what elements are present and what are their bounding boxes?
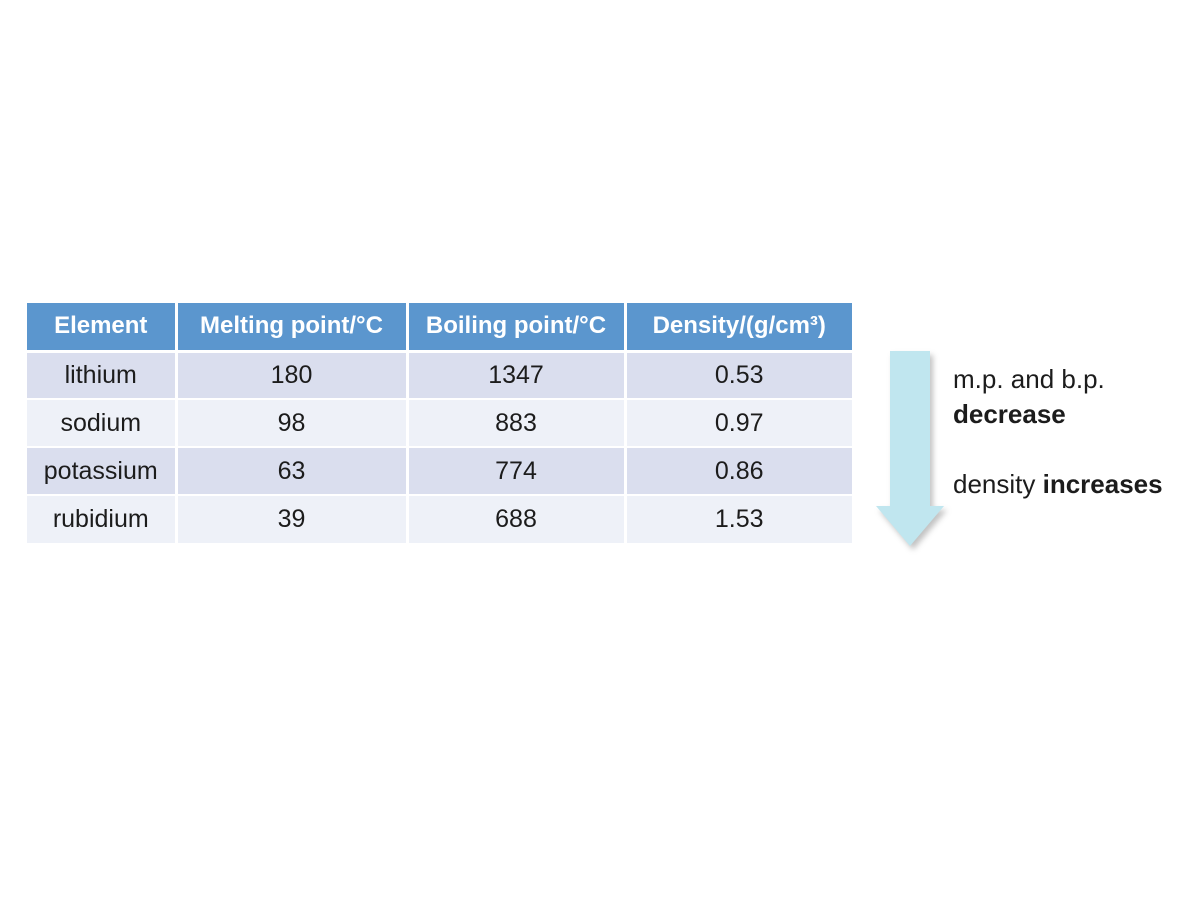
header-melting-point: Melting point/°C <box>176 303 409 353</box>
down-arrow-icon <box>876 351 944 546</box>
table-header-row: Element Melting point/°C Boiling point/°… <box>27 303 852 353</box>
table-row-sodium: sodium 98 883 0.97 <box>27 399 852 448</box>
cell-density: 1.53 <box>625 495 852 543</box>
cell-element: lithium <box>27 351 178 400</box>
down-arrow-shaft <box>890 351 930 506</box>
table-row-rubidium: rubidium 39 688 1.53 <box>27 495 852 543</box>
trend-annotation: m.p. and b.p. decrease density increases <box>953 362 1163 502</box>
annotation-line-mp-bp: m.p. and b.p. <box>953 362 1163 397</box>
cell-density: 0.86 <box>625 447 852 496</box>
annotation-text-bold: decrease <box>953 399 1066 429</box>
cell-melting-point: 98 <box>176 399 409 448</box>
cell-melting-point: 39 <box>176 495 409 543</box>
cell-melting-point: 63 <box>176 447 409 496</box>
header-element: Element <box>27 303 178 353</box>
annotation-text: density <box>953 469 1043 499</box>
cell-element: potassium <box>27 447 178 496</box>
cell-element: rubidium <box>27 495 178 543</box>
annotation-line-decrease: decrease <box>953 397 1163 432</box>
cell-melting-point: 180 <box>176 351 409 400</box>
cell-boiling-point: 688 <box>407 495 627 543</box>
cell-element: sodium <box>27 399 178 448</box>
cell-boiling-point: 1347 <box>407 351 627 400</box>
annotation-line-density: density increases <box>953 467 1163 502</box>
annotation-spacer <box>953 432 1163 467</box>
cell-density: 0.97 <box>625 399 852 448</box>
cell-density: 0.53 <box>625 351 852 400</box>
annotation-text: m.p. and b.p. <box>953 364 1105 394</box>
header-boiling-point: Boiling point/°C <box>407 303 627 353</box>
down-arrow-head <box>876 506 944 546</box>
alkali-metals-table: Element Melting point/°C Boiling point/°… <box>27 303 852 543</box>
table-row-lithium: lithium 180 1347 0.53 <box>27 351 852 400</box>
header-density: Density/(g/cm³) <box>625 303 852 353</box>
cell-boiling-point: 774 <box>407 447 627 496</box>
cell-boiling-point: 883 <box>407 399 627 448</box>
table-row-potassium: potassium 63 774 0.86 <box>27 447 852 496</box>
annotation-text-bold: increases <box>1042 469 1163 499</box>
